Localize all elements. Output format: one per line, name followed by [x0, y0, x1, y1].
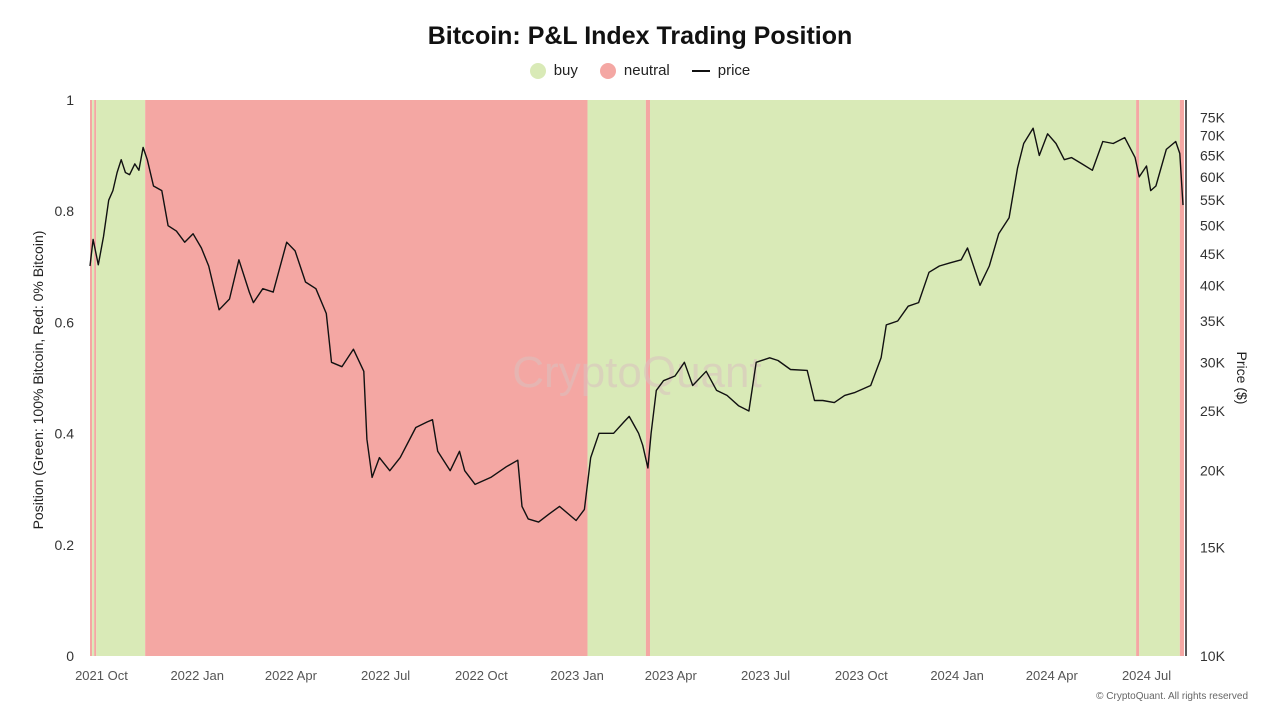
- right-tick-label-11: 65K: [1200, 148, 1226, 164]
- right-tick-label-9: 55K: [1200, 192, 1226, 208]
- y-axis-label-right: Price ($): [1234, 352, 1250, 405]
- copyright-notice: © CryptoQuant. All rights reserved: [1096, 691, 1248, 702]
- legend-swatch-buy: [529, 62, 546, 79]
- legend-item-neutral[interactable]: neutral: [599, 62, 670, 79]
- legend-swatch-price: [691, 69, 710, 72]
- watermark: CryptoQuant: [512, 348, 761, 397]
- regime-band-buy-1: [92, 100, 95, 656]
- right-tick-label-2: 20K: [1200, 463, 1226, 479]
- right-tick-label-5: 35K: [1200, 313, 1226, 329]
- right-tick-label-4: 30K: [1200, 354, 1226, 370]
- legend-label-buy: buy: [553, 62, 578, 79]
- regime-band-buy-9: [1139, 100, 1180, 656]
- right-tick-label-7: 45K: [1200, 246, 1226, 262]
- legend-label-price: price: [717, 62, 751, 79]
- chart-title: Bitcoin: P&L Index Trading Position: [427, 22, 853, 50]
- x-tick-label-4: 2022 Oct: [455, 668, 508, 683]
- regime-band-neutral-6: [645, 100, 651, 656]
- x-tick-label-3: 2022 Jul: [361, 668, 410, 683]
- left-tick-label-2: 0.4: [55, 426, 75, 442]
- left-axis: 0 0.2 0.4 0.6 0.8 1: [55, 92, 75, 664]
- left-tick-label-0: 0: [66, 648, 74, 664]
- x-tick-label-5: 2023 Jan: [550, 668, 604, 683]
- x-tick-label-8: 2023 Oct: [835, 668, 888, 683]
- regime-band-neutral-10: [1179, 100, 1184, 656]
- right-tick-label-8: 50K: [1200, 218, 1226, 234]
- regime-band-buy-5: [587, 100, 646, 656]
- x-tick-label-10: 2024 Apr: [1026, 668, 1079, 683]
- position-regimes: [90, 100, 1184, 656]
- right-tick-label-13: 75K: [1200, 109, 1226, 125]
- y-axis-label-left: Position (Green: 100% Bitcoin, Red: 0% B…: [30, 231, 46, 530]
- x-tick-label-2: 2022 Apr: [265, 668, 318, 683]
- regime-band-neutral-2: [94, 100, 97, 656]
- legend-item-buy[interactable]: buy: [529, 62, 578, 79]
- legend-swatch-neutral: [599, 62, 616, 79]
- right-tick-label-6: 40K: [1200, 277, 1226, 293]
- right-tick-label-1: 15K: [1200, 540, 1226, 556]
- regime-band-buy-3: [96, 100, 146, 656]
- regime-band-neutral-4: [145, 100, 588, 656]
- regime-band-neutral-0: [90, 100, 93, 656]
- x-tick-label-11: 2024 Jul: [1122, 668, 1171, 683]
- left-tick-label-3: 0.6: [55, 314, 75, 330]
- left-tick-label-5: 1: [66, 92, 74, 108]
- left-tick-label-1: 0.2: [55, 537, 75, 553]
- right-axis: 10K 15K 20K 25K 30K 35K 40K 45K 50K 55K 60K 65K 70K 7…: [1200, 109, 1226, 664]
- right-tick-label-10: 60K: [1200, 169, 1226, 185]
- x-tick-label-1: 2022 Jan: [170, 668, 224, 683]
- x-tick-label-7: 2023 Jul: [741, 668, 790, 683]
- x-tick-label-0: 2021 Oct: [75, 668, 128, 683]
- right-tick-label-3: 25K: [1200, 403, 1226, 419]
- left-tick-label-4: 0.8: [55, 203, 75, 219]
- right-tick-label-12: 70K: [1200, 128, 1226, 144]
- x-tick-label-9: 2024 Jan: [930, 668, 984, 683]
- right-tick-label-0: 10K: [1200, 648, 1226, 664]
- x-tick-label-6: 2023 Apr: [645, 668, 698, 683]
- x-axis: 2021 Oct 2022 Jan 2022 Apr 2022 Jul 2022 Oct…: [75, 668, 1171, 683]
- regime-band-buy-7: [650, 100, 1137, 656]
- legend-label-neutral: neutral: [623, 62, 670, 79]
- regime-band-neutral-8: [1136, 100, 1140, 656]
- legend: buy neutral price: [0, 62, 1280, 79]
- legend-item-price[interactable]: price: [691, 62, 751, 79]
- price-line[interactable]: [89, 127, 1184, 523]
